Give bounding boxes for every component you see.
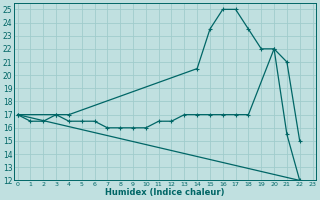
X-axis label: Humidex (Indice chaleur): Humidex (Indice chaleur) [105,188,225,197]
